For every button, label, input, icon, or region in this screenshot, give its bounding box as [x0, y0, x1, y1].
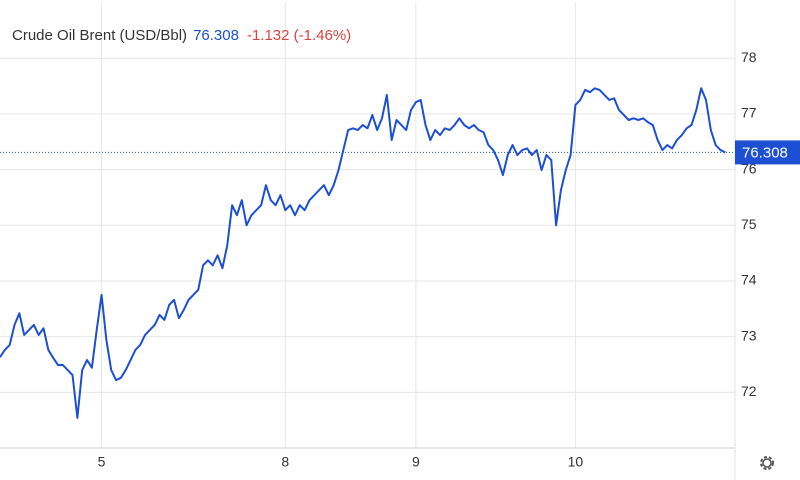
gear-body [762, 458, 772, 468]
y-tick-label: 78 [741, 49, 757, 65]
x-tick-label: 5 [98, 454, 106, 470]
last-price-label: 76.308 [742, 144, 788, 161]
settings-button[interactable] [760, 456, 774, 470]
price-line [0, 87, 726, 419]
y-tick-label: 77 [741, 105, 757, 121]
y-tick-label: 74 [741, 272, 757, 288]
last-price: 76.308 [193, 27, 239, 44]
x-tick-label: 8 [281, 454, 289, 470]
y-tick-label: 75 [741, 216, 757, 232]
x-tick-label: 9 [412, 454, 420, 470]
x-tick-label: 10 [568, 454, 584, 470]
y-tick-label: 72 [741, 383, 757, 399]
y-tick-label: 73 [741, 327, 757, 343]
last-price-box [735, 140, 800, 165]
chart-header: Crude Oil Brent (USD/Bbl) 76.308 -1.132 (-… [12, 27, 351, 44]
chart-title: Crude Oil Brent (USD/Bbl) [12, 27, 187, 44]
price-change: -1.132 (-1.46%) [247, 27, 351, 44]
gear-teeth [760, 456, 774, 470]
